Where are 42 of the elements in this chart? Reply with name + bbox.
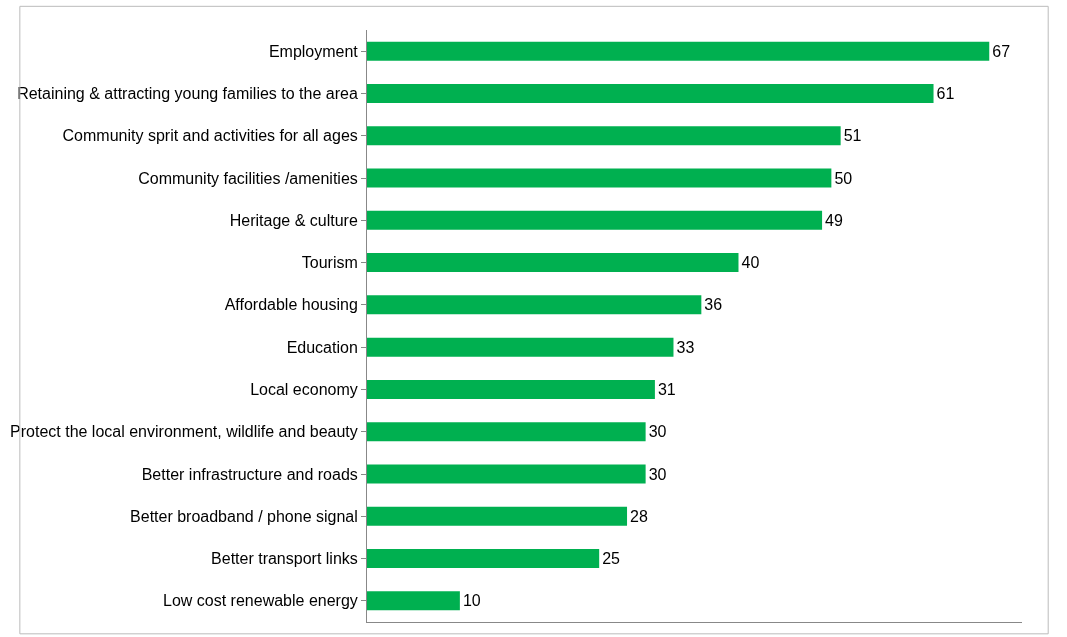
data-label: 51 <box>843 127 862 145</box>
bar <box>367 295 702 315</box>
bar <box>367 549 600 569</box>
y-tick-label: Better transport links <box>211 550 358 568</box>
bar <box>367 168 832 188</box>
bar <box>367 337 674 357</box>
bar <box>367 253 739 273</box>
data-label: 36 <box>704 296 723 314</box>
bar <box>367 422 646 442</box>
bar <box>367 41 990 61</box>
bar <box>367 464 646 484</box>
data-label: 49 <box>825 211 843 229</box>
y-tick-label: Better infrastructure and roads <box>141 465 358 483</box>
data-label: 50 <box>834 169 853 187</box>
y-tick-label: Community facilities /amenities <box>138 169 358 187</box>
y-tick-label: Community sprit and activities for all ages <box>62 127 358 145</box>
data-label: 33 <box>676 338 695 356</box>
data-label: 10 <box>462 592 481 610</box>
y-tick-label: Retaining & attracting young families to the area <box>17 85 358 103</box>
data-label: 30 <box>648 423 667 441</box>
bar <box>367 506 628 526</box>
data-label: 25 <box>602 550 621 568</box>
bar <box>367 591 460 611</box>
data-label: 30 <box>648 465 667 483</box>
y-tick-label: Local economy <box>250 381 358 399</box>
data-label: 67 <box>992 42 1011 60</box>
data-label: 31 <box>657 380 676 398</box>
bar <box>367 83 934 103</box>
y-tick-label: Employment <box>268 42 359 60</box>
bar <box>367 126 841 146</box>
data-label: 61 <box>936 84 955 102</box>
y-tick-label: Education <box>286 338 358 356</box>
bar <box>367 379 655 399</box>
y-tick-label: Affordable housing <box>224 296 358 314</box>
y-tick-label: Heritage & culture <box>229 211 358 229</box>
data-label: 40 <box>741 254 760 272</box>
y-tick-label: Protect the local environment, wildlife and beauty <box>10 423 358 441</box>
y-tick-label: Low cost renewable energy <box>163 592 358 610</box>
data-label: 28 <box>630 507 648 525</box>
bar <box>367 210 823 230</box>
y-tick-label: Better broadband / phone signal <box>130 507 358 525</box>
y-tick-label: Tourism <box>301 254 358 272</box>
